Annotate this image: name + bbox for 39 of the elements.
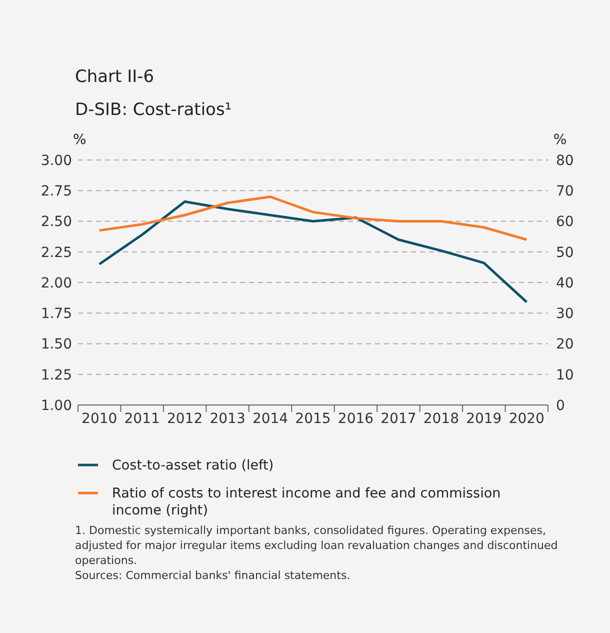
y-tick-label: 1.25	[40, 367, 72, 384]
line-series	[98, 200, 528, 304]
legend-label: Ratio of costs to interest income and fee and commission income (right)	[112, 486, 501, 519]
x-tick-label: 2018	[423, 411, 459, 427]
y-tick-label: 2.25	[40, 244, 72, 261]
y2-tick-label: 60	[556, 214, 574, 230]
y2-tick-label: 20	[556, 336, 574, 353]
y2-axis-title: %	[553, 132, 567, 148]
y-tick-label: 3.00	[40, 152, 72, 169]
legend-label: Cost-to-asset ratio (left)	[112, 458, 274, 474]
y2-tick-label: 50	[556, 244, 574, 261]
y2-tick-label: 80	[556, 152, 574, 169]
x-tick-label: 2011	[124, 411, 160, 427]
x-tick-label: 2016	[338, 411, 374, 427]
x-tick-label: 2017	[380, 411, 416, 427]
y2-tick-label: 30	[556, 306, 574, 322]
x-tick-label: 2013	[210, 411, 246, 427]
x-tick-label: 2015	[295, 411, 331, 427]
y-tick-label: 1.00	[40, 398, 72, 414]
x-tick-label: 2019	[466, 411, 502, 427]
source-note: Sources: Commercial banks' financial statements.	[75, 569, 350, 582]
x-tick-label: 2012	[167, 411, 203, 427]
y-tick-label: 1.50	[40, 336, 72, 353]
y2-tick-label: 40	[556, 275, 574, 292]
x-tick-label: 2020	[508, 411, 544, 427]
chart-subtitle: D-SIB: Cost-ratios¹	[75, 100, 232, 120]
x-tick-label: 2010	[82, 411, 118, 427]
y2-tick-label: 0	[556, 398, 565, 414]
y-tick-label: 2.00	[40, 275, 72, 292]
y-tick-label: 2.75	[40, 184, 72, 200]
line-series	[98, 196, 528, 241]
y2-tick-label: 70	[556, 184, 574, 200]
y-axis-title: %	[73, 132, 86, 148]
y2-tick-label: 10	[556, 367, 574, 384]
x-tick-label: 2014	[252, 411, 288, 427]
y-tick-label: 1.75	[40, 306, 72, 322]
chart-title: Chart II-6	[75, 67, 154, 87]
text: 1. Domestic systemically important banks, consolidated figures. Operating expenses, adjusted for major irregular items excluding loan revaluation changes and discontinued operations.	[75, 524, 558, 567]
y-tick-label: 2.50	[40, 214, 72, 230]
